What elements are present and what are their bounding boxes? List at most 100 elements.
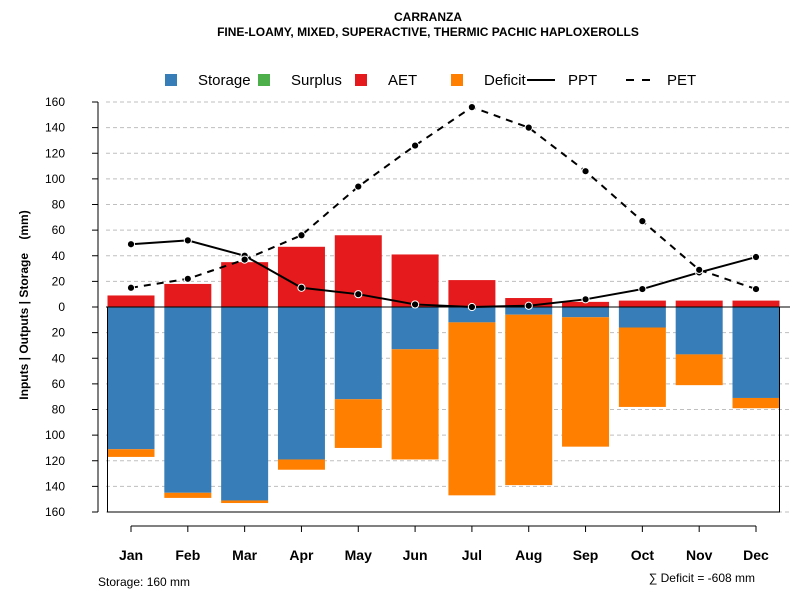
point-ppt <box>751 252 761 262</box>
bar-deficit <box>221 500 269 504</box>
legend-swatch-storage <box>165 74 177 86</box>
bar-deficit <box>107 449 155 457</box>
x-tick-label: Jul <box>462 547 482 563</box>
chart-subtitle: FINE-LOAMY, MIXED, SUPERACTIVE, THERMIC … <box>217 25 639 39</box>
deficit-annotation: ∑ Deficit = -608 mm <box>649 571 755 585</box>
bar-storage <box>618 307 666 328</box>
bar-deficit <box>505 314 553 486</box>
y-tick-label: 120 <box>45 454 65 468</box>
line-ppt <box>130 239 757 309</box>
legend-swatch-surplus <box>258 74 270 86</box>
bar-aet <box>562 301 610 307</box>
point-ppt <box>183 236 192 245</box>
point-ppt <box>297 283 306 292</box>
bar-deficit <box>618 327 666 407</box>
point-pet <box>354 182 363 191</box>
legend-swatch-aet <box>355 74 367 86</box>
bar-aet <box>732 300 780 307</box>
point-ppt <box>467 302 477 312</box>
y-tick-label: 140 <box>45 121 65 135</box>
x-tick-label: Sep <box>573 547 599 563</box>
line-pet <box>130 106 757 291</box>
legend-swatch-deficit <box>451 74 463 86</box>
y-tick-label: 140 <box>45 479 65 493</box>
bar-storage <box>732 307 780 398</box>
bar-storage <box>448 307 496 323</box>
x-tick-label: Jan <box>119 547 143 563</box>
bar-deficit <box>675 354 723 386</box>
y-tick-label: 100 <box>45 172 65 186</box>
bar-deficit <box>448 322 496 496</box>
point-ppt <box>524 301 533 310</box>
y-tick-label: 40 <box>52 351 66 365</box>
y-tick-label: 80 <box>52 198 66 212</box>
bar-deficit <box>277 459 325 470</box>
point-ppt <box>354 290 363 299</box>
legend-label-ppt: PPT <box>568 72 597 89</box>
y-tick-label: 60 <box>52 223 66 237</box>
legend-label-deficit: Deficit <box>484 72 527 89</box>
x-tick-label: Aug <box>515 547 542 563</box>
legend-label-pet: PET <box>667 72 696 89</box>
bar-deficit <box>562 317 610 447</box>
point-pet <box>751 284 761 294</box>
bar-deficit <box>334 399 382 448</box>
bar-storage <box>505 307 553 315</box>
point-pet <box>297 231 306 240</box>
point-ppt <box>581 295 590 304</box>
point-ppt <box>410 300 420 309</box>
point-pet <box>467 103 477 112</box>
line-series <box>126 103 761 312</box>
x-tick-label: Oct <box>631 547 655 563</box>
y-tick-label: 100 <box>45 428 65 442</box>
bar-storage <box>391 307 439 350</box>
y-tick-label: 20 <box>52 326 66 340</box>
point-ppt <box>126 240 136 249</box>
bar-storage <box>562 307 610 318</box>
point-pet <box>183 274 192 283</box>
y-tick-label: 60 <box>52 377 66 391</box>
x-tick-label: May <box>345 547 372 563</box>
y-axis-label: Inputs | Outputs | Storage (mm) <box>17 210 31 399</box>
bar-storage <box>675 307 723 355</box>
bar-deficit <box>391 349 439 460</box>
bars <box>107 235 780 504</box>
x-tick-label: Feb <box>175 547 200 563</box>
point-ppt <box>638 284 647 294</box>
point-pet <box>126 283 136 292</box>
y-tick-label: 20 <box>52 274 66 288</box>
x-tick-label: Jun <box>403 547 428 563</box>
point-pet <box>581 167 590 176</box>
legend: Storage Surplus AET Deficit PPT PET <box>165 72 696 89</box>
chart-title: CARRANZA <box>394 10 462 24</box>
legend-label-surplus: Surplus <box>291 72 342 89</box>
x-tick-label: Dec <box>743 547 769 563</box>
point-pet <box>240 255 249 264</box>
axes: 160 140 120 100 80 60 40 20 0 20 40 60 80 100 120 140 16… <box>45 95 790 563</box>
bar-deficit <box>164 492 212 498</box>
y-tick-label: 80 <box>52 403 66 417</box>
bar-aet <box>618 300 666 307</box>
y-tick-label: 0 <box>58 300 65 314</box>
bar-aet <box>675 300 723 307</box>
bar-storage <box>221 307 269 501</box>
x-tick-label: Apr <box>289 547 314 563</box>
y-tick-label: 160 <box>45 505 65 519</box>
bar-storage <box>334 307 382 400</box>
point-pet <box>410 141 420 150</box>
y-tick-label: 160 <box>45 95 65 109</box>
bar-storage <box>277 307 325 460</box>
bar-aet <box>107 295 155 307</box>
legend-label-aet: AET <box>388 72 417 89</box>
storage-annotation: Storage: 160 mm <box>98 575 190 589</box>
bar-aet <box>221 262 269 307</box>
bar-storage <box>107 307 155 450</box>
y-tick-label: 40 <box>52 249 66 263</box>
point-pet <box>695 265 704 274</box>
bar-deficit <box>732 397 780 409</box>
bar-aet <box>164 283 212 307</box>
x-tick-label: Nov <box>686 547 713 563</box>
point-pet <box>524 123 533 132</box>
bar-aet <box>277 246 325 307</box>
